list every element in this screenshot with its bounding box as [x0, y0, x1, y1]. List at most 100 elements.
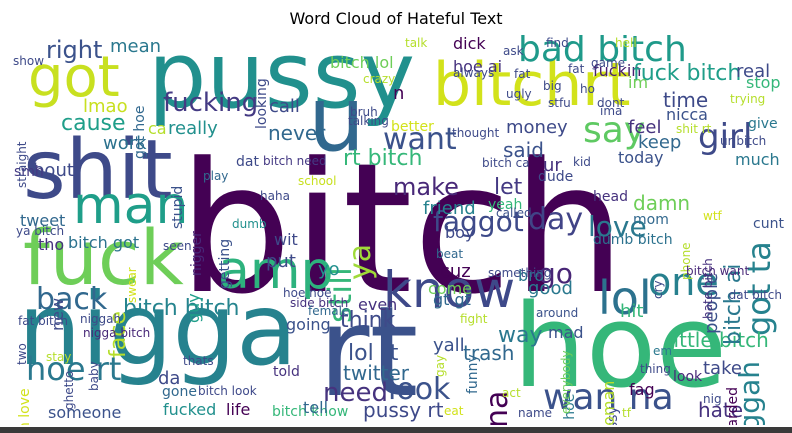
cloud-word: school: [298, 174, 337, 188]
cloud-word: act: [502, 386, 521, 400]
cloud-word: mom: [633, 212, 669, 228]
cloud-word: bitch need: [263, 154, 327, 168]
cloud-word: ghetto: [62, 370, 76, 410]
cloud-word: ur: [543, 155, 562, 176]
cloud-word: think: [340, 308, 396, 333]
cloud-word: everybody: [559, 350, 573, 414]
cloud-word: go: [538, 257, 573, 290]
cloud-word: lmao: [83, 96, 128, 117]
cloud-word: dat: [236, 154, 259, 170]
cloud-word: love: [588, 210, 647, 243]
cloud-word: got: [28, 45, 120, 110]
cloud-word: take: [703, 358, 742, 379]
cloud-word: stupid: [170, 185, 186, 229]
cloud-word: bro: [518, 266, 545, 285]
cloud-word: kid: [573, 155, 591, 169]
cloud-word: im: [628, 73, 649, 92]
cloud-word: lol: [598, 271, 652, 325]
cloud-word: hit: [620, 301, 644, 322]
cloud-word: female: [308, 304, 350, 318]
cloud-word: life: [226, 400, 251, 419]
cloud-word: said: [503, 138, 544, 162]
cloud-word: dont: [597, 96, 625, 110]
cloud-word: bitch got: [68, 233, 140, 252]
cloud-word: funny: [465, 354, 481, 394]
cloud-word: dude: [538, 169, 574, 185]
cloud-word: fat bitch: [18, 314, 68, 328]
cloud-word: one: [648, 260, 719, 304]
cloud-word: around: [536, 306, 579, 320]
cloud-word: fat: [568, 62, 585, 76]
cloud-word: say: [583, 110, 646, 151]
cloud-word: play: [203, 169, 229, 183]
cloud-word: game: [591, 56, 626, 70]
cloud-word: nicca: [666, 105, 708, 124]
cloud-word: told: [273, 364, 300, 380]
cloud-word: bitch bitch: [123, 296, 240, 321]
cloud-word: bitchrt: [433, 50, 631, 120]
cloud-word: shit rt: [676, 122, 712, 136]
cloud-word: swear: [125, 267, 139, 303]
cloud-word: back: [36, 282, 108, 317]
cloud-word: amp: [218, 241, 334, 301]
cloud-word: beat: [436, 247, 464, 261]
cloud-word: cause: [61, 111, 126, 136]
cloud-word: make: [393, 173, 459, 201]
cloud-word: called: [496, 206, 532, 220]
cloud-word: pussy rt: [363, 398, 444, 422]
cloud-word: damn: [633, 191, 691, 215]
cloud-word: hoe rt: [26, 350, 122, 388]
cloud-word: big: [543, 79, 562, 93]
cloud-word: fucking: [163, 88, 259, 118]
cloud-word: crazy: [363, 72, 396, 86]
cloud-word: always: [453, 66, 495, 80]
cloud-word: gt gt: [433, 290, 471, 309]
cloud-word: ya: [343, 243, 378, 280]
cloud-word: way: [498, 323, 543, 348]
cloud-word: better: [391, 119, 434, 135]
cloud-word: really: [168, 118, 218, 139]
cloud-word: talk: [405, 36, 428, 50]
cloud-word: thats: [183, 354, 214, 368]
cloud-word: bitch know: [272, 404, 349, 420]
cloud-word: nigga bitch: [83, 326, 151, 340]
cloud-word: mad: [548, 323, 584, 342]
cloud-word: bitch ca: [482, 156, 530, 170]
cloud-word: faggot: [433, 205, 524, 238]
cloud-word: need: [323, 378, 388, 408]
cloud-word: fucked: [163, 400, 217, 419]
cloud-word: guy: [184, 293, 203, 323]
cloud-word: hell: [615, 36, 637, 50]
bottom-divider: [0, 427, 792, 433]
cloud-word: fag: [629, 380, 655, 399]
cloud-word: yeah: [488, 197, 523, 213]
cloud-word: call: [269, 96, 300, 117]
cloud-word: trying: [730, 92, 766, 106]
cloud-word: let: [494, 175, 523, 200]
cloud-word: fight: [460, 312, 488, 326]
cloud-word: fat: [514, 67, 531, 81]
cloud-word: side bitch: [290, 296, 349, 310]
cloud-word: give: [748, 116, 778, 132]
cloud-word: retarded: [725, 386, 741, 425]
cloud-word: keep: [638, 132, 682, 153]
cloud-word: man: [73, 176, 189, 236]
cloud-word: friend: [423, 198, 476, 219]
cloud-word: yo: [318, 259, 340, 280]
cloud-word: ugly: [506, 87, 532, 101]
cloud-word: stfu: [548, 96, 571, 110]
cloud-word: stop: [746, 73, 781, 92]
cloud-word: gay: [433, 354, 447, 377]
cloud-word: going: [286, 315, 331, 334]
cloud-word: fuck: [23, 213, 184, 302]
cloud-word: dat bitch: [728, 288, 782, 302]
cloud-word: yall: [433, 335, 465, 356]
cloud-word: talking: [348, 114, 389, 128]
cloud-word: never: [268, 121, 326, 145]
cloud-word: da: [158, 368, 181, 389]
cloud-word: cunt: [753, 216, 784, 232]
cloud-word: tf: [622, 406, 631, 420]
cloud-word: someone: [48, 403, 122, 422]
cloud-word: lol rt: [348, 341, 399, 366]
